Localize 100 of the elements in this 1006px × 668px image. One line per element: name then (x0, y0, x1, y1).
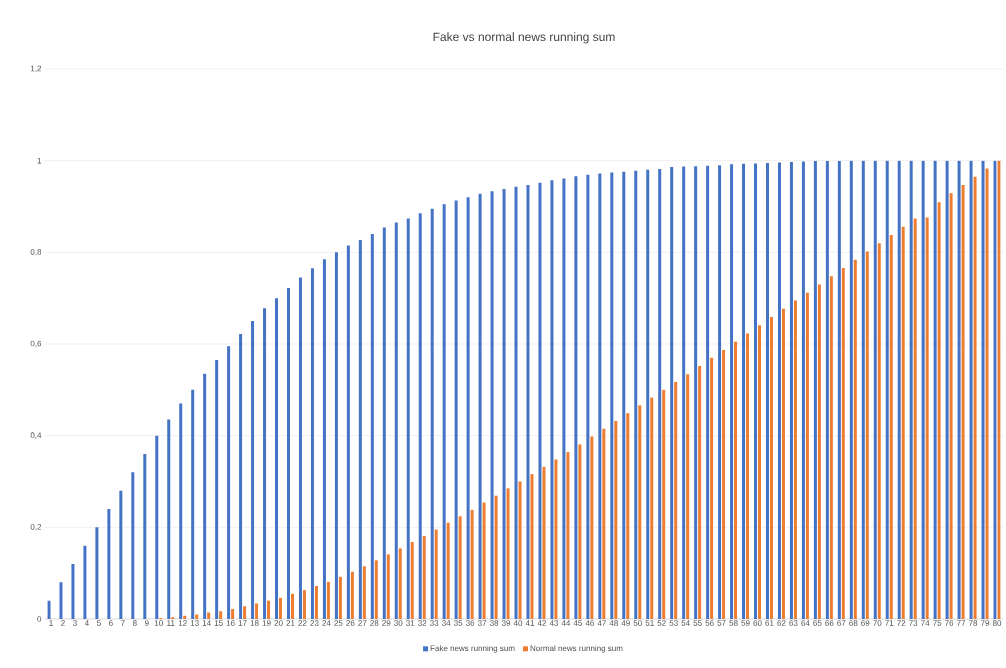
bar (937, 202, 941, 619)
x-tick-label: 67 (837, 620, 846, 626)
x-tick-label: 11 (167, 620, 175, 626)
bar (346, 245, 350, 619)
x-tick-label: 56 (705, 620, 714, 626)
bar (538, 182, 542, 619)
bar (825, 161, 829, 619)
bar (706, 165, 710, 619)
x-tick-label: 69 (861, 620, 870, 626)
bar (781, 308, 785, 619)
bar (813, 161, 817, 619)
bar (626, 413, 630, 619)
x-tick-label: 61 (765, 620, 774, 626)
y-tick-label: 0,4 (30, 432, 42, 439)
x-tick-label: 54 (681, 620, 690, 626)
bar (374, 560, 378, 619)
bar (981, 160, 985, 619)
bar (167, 419, 171, 619)
x-tick-label: 80 (992, 620, 1002, 626)
bar (562, 178, 566, 619)
x-tick-label: 72 (897, 620, 906, 626)
x-tick-label: 79 (981, 620, 990, 626)
x-tick-label: 14 (202, 620, 211, 626)
bar (430, 208, 434, 619)
bar (482, 502, 486, 619)
bar (243, 606, 247, 619)
x-tick-label: 76 (945, 620, 954, 626)
x-tick-label: 58 (729, 620, 738, 626)
bar (362, 566, 366, 619)
bar (873, 160, 877, 619)
x-tick-label: 38 (489, 620, 499, 626)
bar (686, 374, 690, 619)
bar (410, 541, 414, 619)
x-tick-label: 5 (96, 620, 101, 626)
x-tick-label: 22 (298, 620, 307, 626)
bar (610, 172, 614, 619)
bar (789, 162, 793, 619)
bar (314, 585, 318, 619)
bar (267, 600, 271, 619)
bar (710, 357, 714, 619)
bar (310, 268, 314, 619)
bar (877, 243, 881, 619)
bar (398, 548, 402, 619)
x-tick-label: 24 (322, 620, 331, 626)
bar (95, 527, 99, 619)
bar (207, 612, 211, 619)
bar (290, 593, 294, 619)
bar (746, 333, 750, 619)
bar (275, 298, 279, 619)
x-tick-label: 28 (370, 620, 379, 626)
x-tick-label: 27 (358, 620, 367, 626)
bar (338, 576, 342, 619)
bar (494, 495, 498, 619)
bar (251, 321, 255, 619)
x-tick-label: 1 (49, 620, 53, 626)
bar (901, 226, 905, 619)
x-tick-label: 63 (789, 620, 798, 626)
bar (969, 160, 973, 619)
x-tick-label: 55 (693, 620, 702, 626)
bar (191, 389, 195, 619)
x-tick-label: 51 (645, 620, 654, 626)
bar (107, 508, 111, 619)
x-tick-label: 48 (609, 620, 618, 626)
x-tick-label: 13 (190, 620, 199, 626)
x-tick-label: 35 (453, 620, 463, 626)
x-tick-label: 65 (813, 620, 822, 626)
bar (530, 474, 534, 619)
bar (602, 428, 606, 619)
x-tick-label: 7 (121, 620, 125, 626)
bar (554, 459, 558, 619)
bar (239, 333, 243, 619)
x-tick-label: 47 (597, 620, 606, 626)
bar (933, 160, 937, 619)
bar (698, 365, 702, 619)
bar (638, 405, 642, 619)
x-tick-label: 12 (178, 620, 187, 626)
x-tick-label: 6 (109, 620, 113, 626)
x-tick-label: 42 (537, 620, 547, 626)
bar (434, 529, 438, 619)
x-tick-label: 57 (717, 620, 726, 626)
y-tick-label: 0,6 (30, 340, 42, 348)
x-tick-label: 44 (561, 620, 571, 626)
bar (131, 472, 135, 619)
bar (758, 325, 762, 619)
bar (466, 197, 470, 619)
x-tick-label: 25 (334, 620, 343, 626)
bar (195, 614, 199, 619)
x-tick-label: 43 (549, 620, 559, 626)
y-tick-label: 1,2 (30, 65, 42, 73)
bar (861, 160, 865, 619)
x-tick-label: 31 (406, 620, 415, 626)
y-tick-label: 0,8 (30, 249, 42, 256)
bar (945, 160, 949, 619)
y-tick-label: 0,2 (30, 524, 42, 531)
x-tick-label: 60 (753, 620, 762, 626)
x-tick-label: 34 (442, 620, 451, 626)
bar (793, 300, 797, 619)
x-tick-label: 37 (477, 620, 487, 626)
x-tick-label: 19 (262, 620, 271, 626)
x-tick-label: 33 (430, 620, 439, 626)
